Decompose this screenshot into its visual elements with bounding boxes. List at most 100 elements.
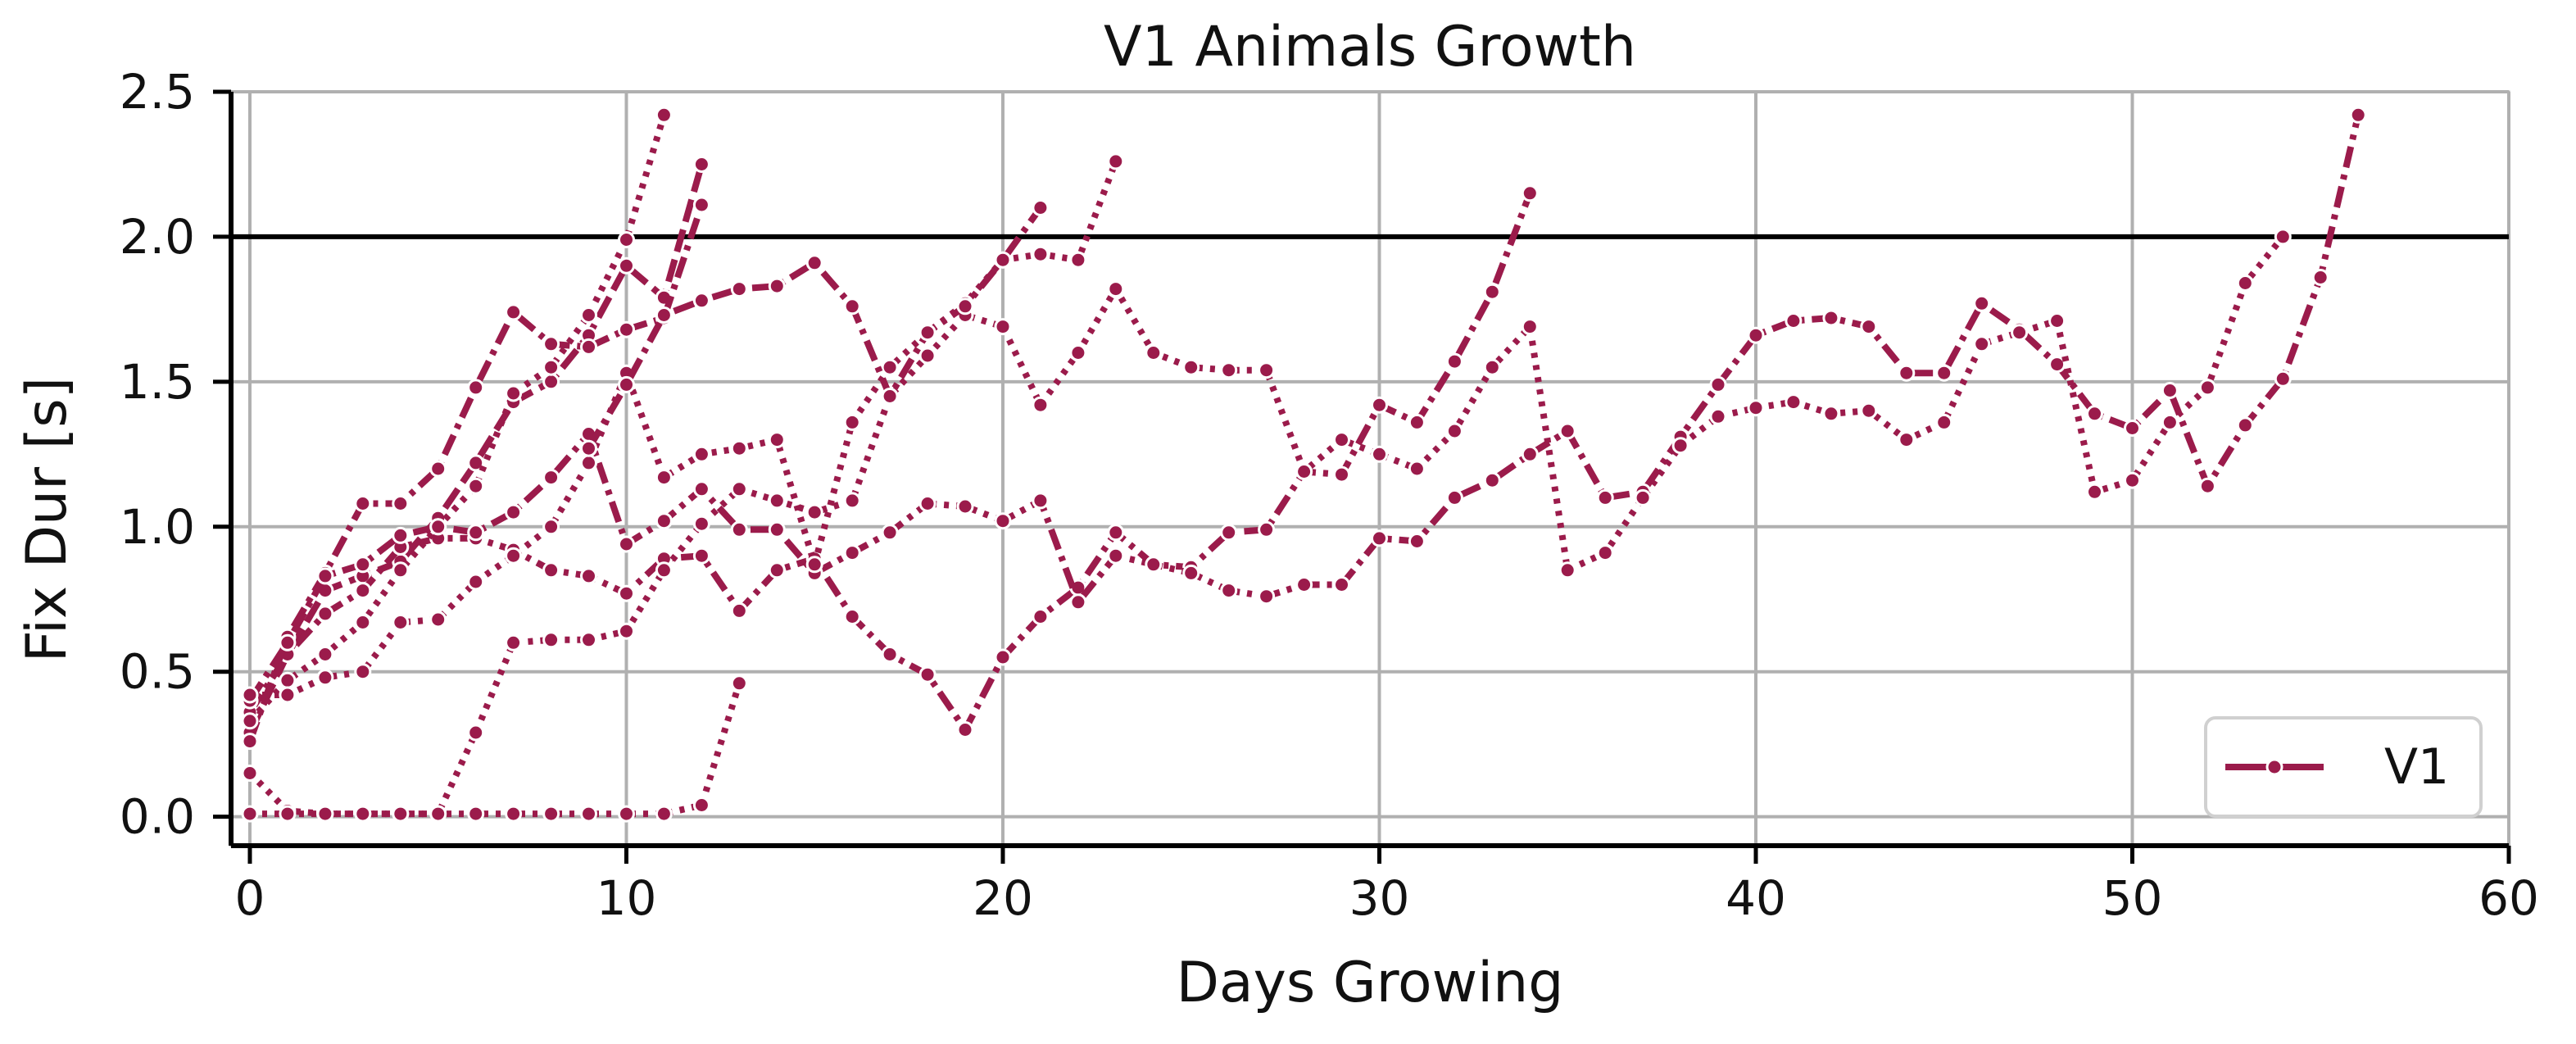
y-axis-label: Fix Dur [s] [15,377,79,662]
data-point [1521,318,1539,336]
data-point [1182,358,1200,376]
data-point [692,292,710,310]
data-point [1671,437,1689,455]
data-point [1107,547,1125,565]
data-point [542,805,560,823]
data-point [618,256,635,275]
data-point [843,492,861,510]
data-point [1822,309,1840,327]
data-point [392,614,410,631]
data-point [1371,396,1388,414]
data-point [354,556,372,574]
data-point [580,306,597,324]
data-point [429,611,447,629]
data-point [1596,488,1614,506]
data-point [1333,431,1350,449]
data-point [2198,379,2216,397]
data-point [580,805,597,823]
series-line [586,206,1044,451]
y-tick-label: 2.5 [120,64,195,120]
data-point [354,614,372,631]
data-point [1785,312,1803,329]
data-point [618,805,635,823]
x-tick-label: 50 [2102,870,2163,926]
data-point [542,358,560,376]
data-point [618,622,635,640]
data-point [1408,533,1426,550]
data-point [843,413,861,431]
x-tick-label: 40 [1726,870,1786,926]
data-point [316,605,334,623]
data-point [2274,370,2292,388]
data-point [1521,445,1539,463]
data-point [956,721,974,738]
data-point [2086,483,2103,501]
data-point [918,324,937,342]
data-point [392,526,410,544]
data-point [580,338,597,356]
data-point [618,375,635,393]
data-point [1483,471,1501,489]
data-point [1032,608,1050,625]
series-line [250,682,743,818]
data-point [279,686,297,704]
data-point [505,384,523,402]
legend-marker [2265,758,2283,776]
data-point [542,335,560,353]
data-point [768,431,786,449]
data-point [1973,335,1991,353]
data-point [692,196,710,214]
data-point [881,358,899,376]
data-point [1107,280,1125,298]
data-point [692,797,710,814]
data-point [1258,361,1276,379]
data-point [805,503,823,521]
data-point [580,439,597,457]
data-point [279,671,297,689]
data-point [1860,318,1878,336]
data-point [768,561,786,579]
data-point [655,469,673,487]
x-tick-label: 60 [2478,870,2539,926]
data-point [1295,463,1313,480]
plot-frame [229,90,2510,847]
data-point [505,303,523,321]
data-point [2161,413,2179,431]
data-point [467,573,485,591]
data-point [1483,358,1501,376]
data-point [354,495,372,512]
data-point [580,631,597,649]
data-point [241,765,259,782]
data-point [1032,396,1050,414]
data-point [1145,344,1163,361]
data-point [467,454,485,472]
data-point [1634,488,1652,506]
data-point [1220,524,1238,542]
data-point [1935,413,1953,431]
y-tick-label: 0.5 [120,644,195,700]
data-point [1371,445,1388,463]
data-point [730,439,748,457]
data-point [655,561,673,579]
series-line [250,160,1119,698]
data-point [2161,382,2179,399]
data-point [994,512,1012,530]
legend-label: V1 [2384,738,2449,796]
data-point [618,584,635,602]
data-point [2236,416,2254,434]
data-point [542,469,560,487]
data-point [881,524,899,542]
data-point [1032,245,1050,263]
data-point [1709,375,1727,393]
data-point [241,686,259,704]
data-point [768,492,786,510]
data-point [316,669,334,687]
data-point [2311,269,2329,286]
data-point [1069,593,1087,611]
data-point [505,633,523,651]
data-point [994,251,1012,269]
data-point [1822,405,1840,423]
data-point [354,805,372,823]
legend-box [2204,716,2483,818]
data-point [1295,576,1313,593]
